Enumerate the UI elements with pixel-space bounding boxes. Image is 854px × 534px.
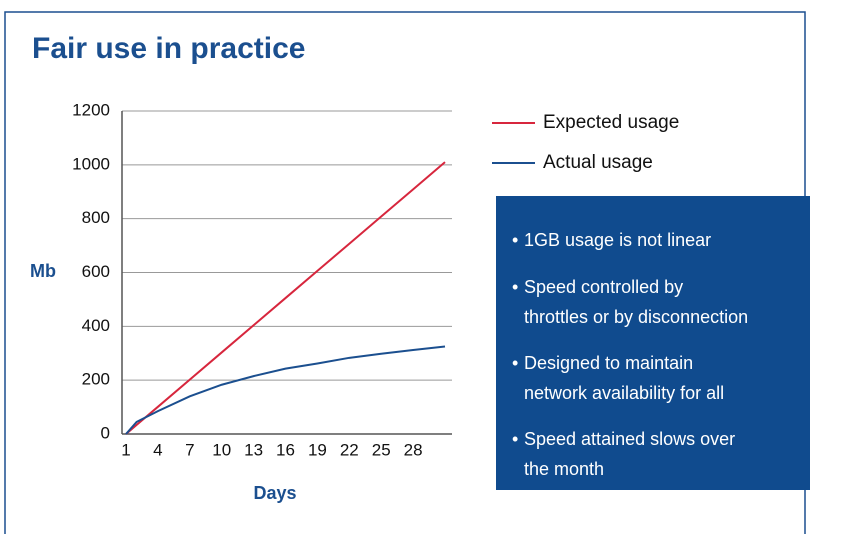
bullet: • — [512, 429, 518, 449]
x-tick-label: 4 — [153, 440, 162, 459]
legend-label: Expected usage — [543, 112, 679, 133]
y-tick-label: 200 — [82, 370, 110, 389]
note-line: Speed controlled by — [524, 277, 683, 297]
y-tick-label: 1200 — [72, 100, 110, 119]
y-tick-label: 0 — [101, 423, 110, 442]
x-tick-label: 25 — [372, 440, 391, 459]
y-tick-label: 400 — [82, 316, 110, 335]
x-tick-label: 19 — [308, 440, 327, 459]
series-line — [125, 345, 446, 435]
note-line: Speed attained slows over — [524, 429, 735, 449]
x-tick-label: 28 — [404, 440, 423, 459]
chart-title: Fair use in practice — [32, 32, 305, 65]
note-line: throttles or by disconnection — [524, 307, 748, 327]
note-line: 1GB usage is not linear — [524, 230, 711, 250]
frame — [4, 11, 806, 534]
note-line: the month — [524, 459, 604, 479]
bullet: • — [512, 230, 518, 250]
legend-label: Actual usage — [543, 152, 653, 173]
x-tick-label: 16 — [276, 440, 295, 459]
note-line: Designed to maintain — [524, 353, 693, 373]
bullet: • — [512, 353, 518, 373]
x-tick-label: 7 — [185, 440, 194, 459]
x-tick-label: 10 — [212, 440, 231, 459]
x-tick-label: 1 — [121, 440, 130, 459]
y-axis-label: Mb — [30, 261, 56, 281]
x-tick-label: 22 — [340, 440, 359, 459]
bullet: • — [512, 277, 518, 297]
note-line: network availability for all — [524, 383, 724, 403]
x-axis-label: Days — [253, 483, 296, 503]
series-line — [125, 161, 446, 435]
x-tick-label: 13 — [244, 440, 263, 459]
y-tick-label: 1000 — [72, 154, 110, 173]
notes-box — [496, 196, 810, 490]
y-tick-label: 800 — [82, 208, 110, 227]
y-tick-label: 600 — [82, 262, 110, 281]
